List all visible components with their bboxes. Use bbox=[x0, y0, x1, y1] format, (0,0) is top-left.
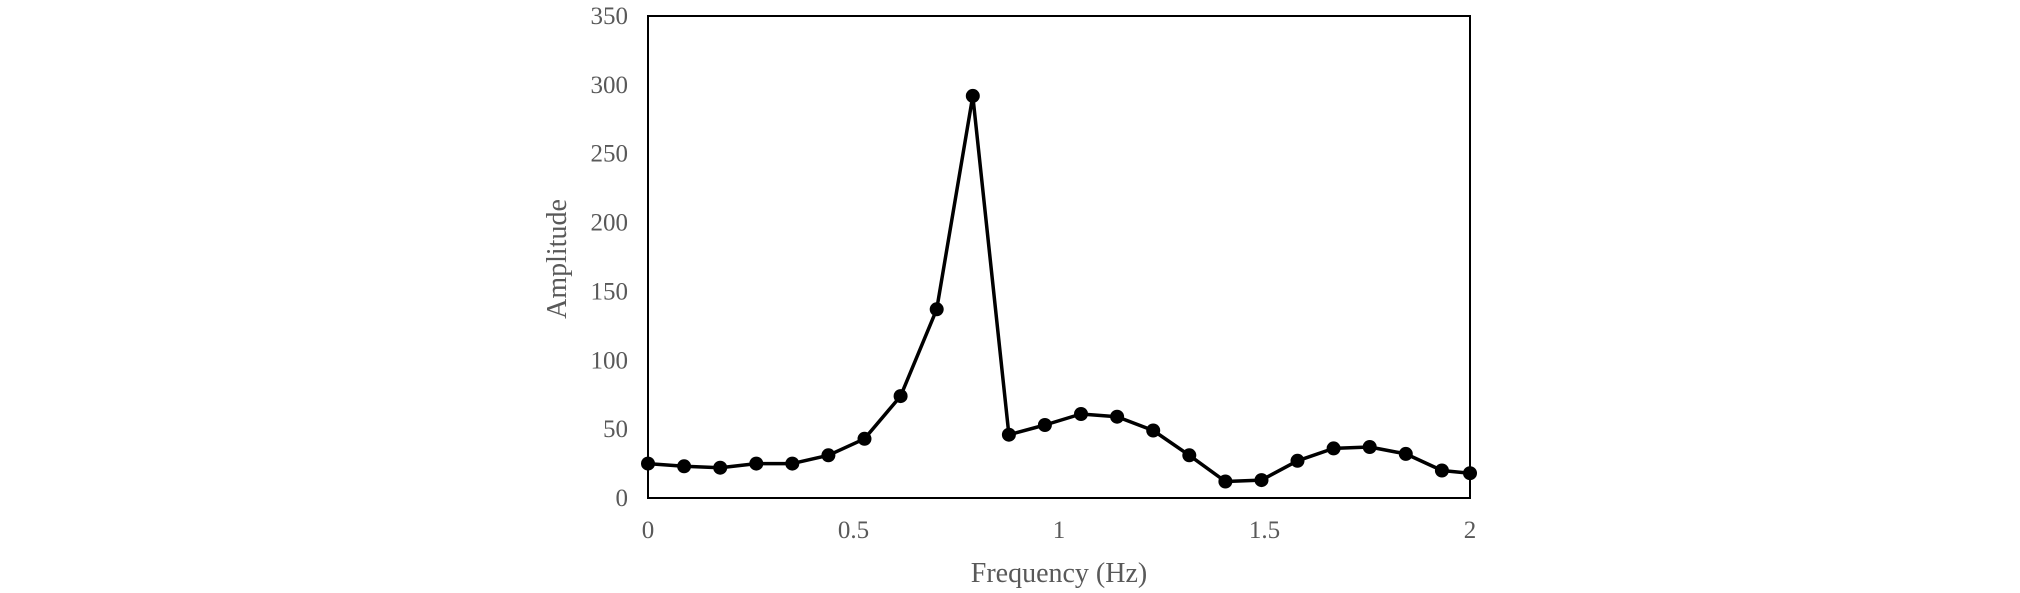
y-axis-tick-labels: 0 50 100 150 200 250 300 350 bbox=[591, 3, 629, 512]
x-tick-label: 1.5 bbox=[1249, 517, 1280, 544]
data-point bbox=[929, 302, 944, 317]
data-point bbox=[1326, 441, 1341, 456]
data-point bbox=[641, 456, 655, 471]
x-tick-label: 0.5 bbox=[838, 517, 869, 544]
x-axis-tick-labels: 0 0.5 1 1.5 2 bbox=[642, 517, 1477, 544]
data-point bbox=[1110, 409, 1125, 424]
data-point bbox=[857, 431, 872, 446]
data-point bbox=[1362, 440, 1377, 454]
data-point bbox=[785, 456, 800, 471]
data-point bbox=[1290, 453, 1305, 468]
x-tick-label: 0 bbox=[642, 517, 655, 544]
data-point bbox=[893, 389, 908, 404]
x-tick-label: 2 bbox=[1464, 517, 1477, 544]
y-tick-label: 0 bbox=[616, 485, 629, 512]
x-axis-title: Frequency (Hz) bbox=[971, 558, 1147, 589]
data-point bbox=[749, 456, 764, 471]
data-point bbox=[1146, 423, 1161, 438]
y-tick-label: 200 bbox=[591, 210, 629, 237]
data-point bbox=[1463, 466, 1477, 481]
y-tick-label: 100 bbox=[591, 347, 629, 374]
x-tick-label: 1 bbox=[1053, 517, 1066, 544]
data-point bbox=[1074, 407, 1088, 421]
y-tick-label: 250 bbox=[591, 141, 629, 168]
data-point bbox=[677, 459, 692, 474]
data-point bbox=[1182, 448, 1197, 463]
y-tick-label: 50 bbox=[603, 416, 628, 443]
data-point bbox=[1001, 427, 1016, 442]
y-tick-label: 350 bbox=[591, 3, 629, 30]
series-markers bbox=[641, 88, 1477, 489]
y-axis-title: Amplitude bbox=[542, 199, 573, 319]
data-point bbox=[1254, 473, 1269, 488]
data-point bbox=[713, 460, 728, 475]
data-point bbox=[1398, 446, 1413, 461]
plot-area-frame bbox=[647, 15, 1471, 499]
y-tick-label: 300 bbox=[591, 72, 629, 99]
data-point bbox=[1434, 463, 1449, 478]
data-point bbox=[1218, 474, 1233, 489]
series-line bbox=[647, 94, 1471, 484]
data-point bbox=[821, 448, 836, 463]
data-point bbox=[1037, 418, 1052, 432]
y-tick-label: 150 bbox=[591, 278, 629, 305]
data-point bbox=[965, 88, 980, 103]
